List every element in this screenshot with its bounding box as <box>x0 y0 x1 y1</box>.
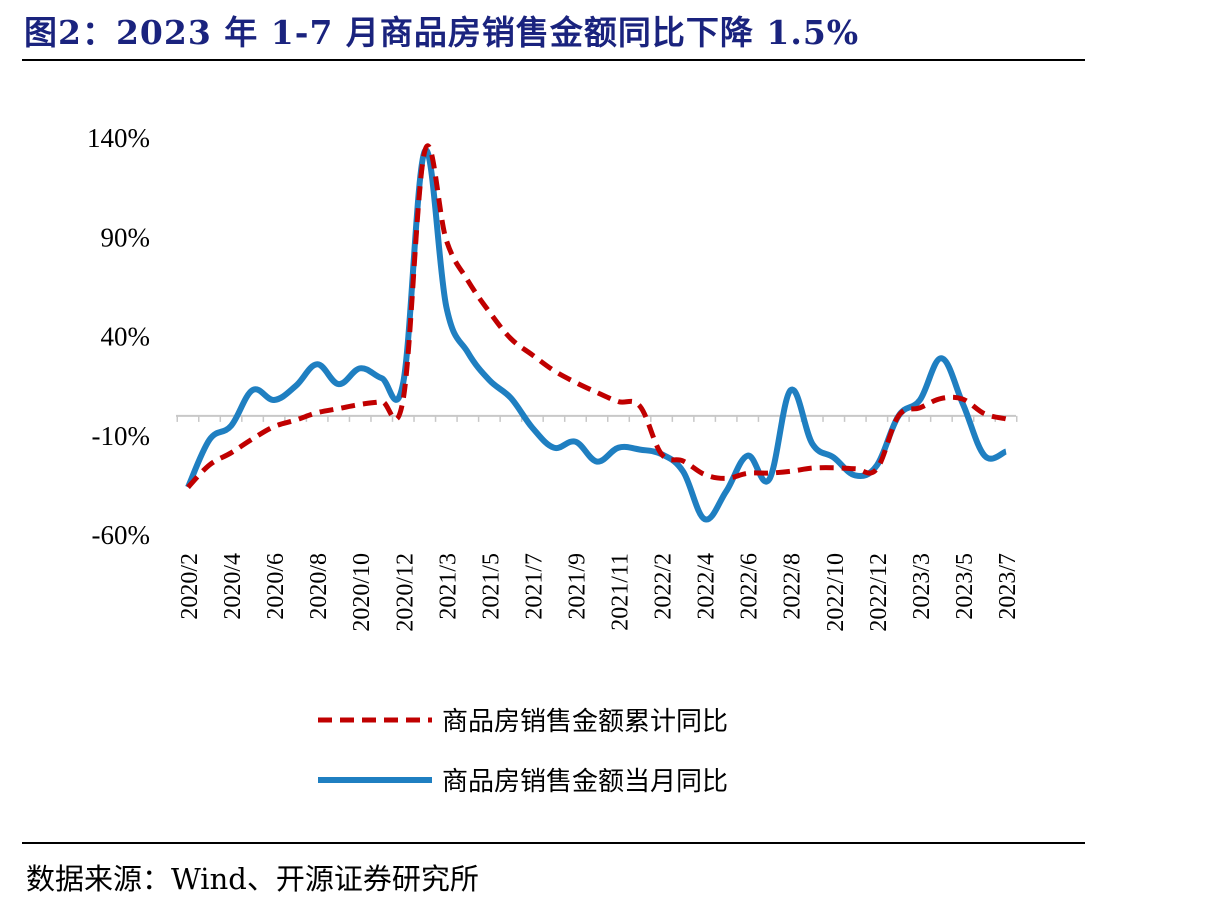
x-tick-label: 2021/5 <box>478 553 504 620</box>
series-line-monthly <box>185 147 1008 523</box>
y-axis: 140% 90% 40% -10% -60% <box>87 123 150 550</box>
x-tick-label: 2021/7 <box>521 553 547 620</box>
x-tick-label: 2021/3 <box>435 553 461 620</box>
x-tick-label: 2023/3 <box>909 553 935 620</box>
x-tick-label: 2022/8 <box>780 553 806 620</box>
series-layer <box>185 143 1008 523</box>
y-tick-label: 140% <box>87 123 150 153</box>
figure-title: 图2：2023 年 1-7 月商品房销售金额同比下降 1.5% <box>24 13 860 52</box>
y-tick-label: -60% <box>92 520 150 550</box>
x-tick-label: 2022/6 <box>737 553 763 620</box>
title-divider <box>22 59 1085 61</box>
x-tick-label: 2020/10 <box>349 553 375 632</box>
x-axis: 2020/2 2020/4 2020/6 2020/8 2020/10 2020/12 20… <box>176 414 1021 632</box>
y-tick-label: 40% <box>101 322 151 352</box>
x-tick-label: 2022/12 <box>866 553 892 632</box>
x-tick-label: 2023/5 <box>952 553 978 620</box>
series-line-cumulative <box>186 143 1007 489</box>
x-tick-label: 2020/12 <box>392 553 418 632</box>
x-tick-label: 2020/6 <box>263 553 289 620</box>
x-tick-label: 2021/11 <box>608 553 634 631</box>
legend-label-monthly: 商品房销售金额当月同比 <box>442 767 728 797</box>
source-divider <box>22 842 1085 844</box>
legend-label-cumulative: 商品房销售金额累计同比 <box>442 707 728 737</box>
x-tick-label: 2020/8 <box>306 553 332 620</box>
x-tick-label: 2022/2 <box>651 553 677 620</box>
y-tick-label: 90% <box>101 222 151 252</box>
x-tick-label: 2020/4 <box>220 553 246 620</box>
source-note: 数据来源：Wind、开源证券研究所 <box>26 862 479 896</box>
x-tick-label: 2020/2 <box>177 553 203 620</box>
x-tick-label: 2022/4 <box>694 553 720 620</box>
x-tick-label: 2023/7 <box>995 553 1021 620</box>
x-tick-label: 2021/9 <box>564 553 590 620</box>
y-tick-label: -10% <box>92 421 150 451</box>
x-tick-label: 2022/10 <box>823 553 849 632</box>
